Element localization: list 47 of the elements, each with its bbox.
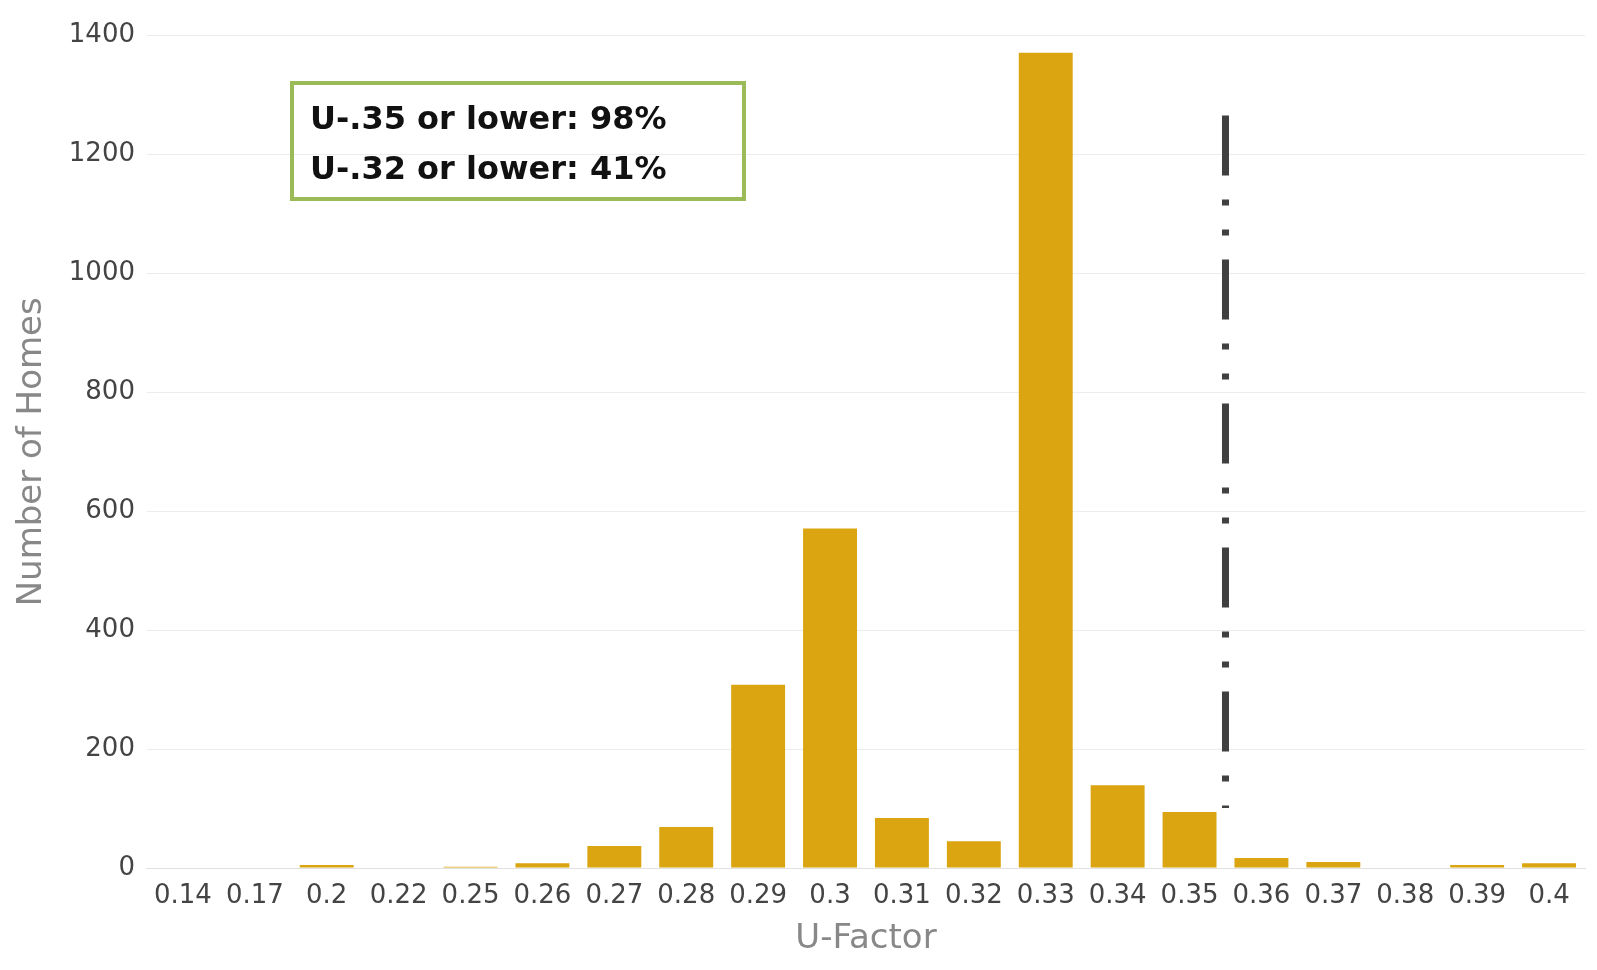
bar xyxy=(731,684,786,868)
x-tick-label: 0.3 xyxy=(809,879,851,910)
bar xyxy=(1234,857,1289,868)
x-tick-label: 0.32 xyxy=(944,879,1003,910)
y-tick-label: 600 xyxy=(85,494,135,525)
x-tick-label: 0.4 xyxy=(1528,879,1570,910)
bar xyxy=(874,818,929,868)
bar xyxy=(1162,812,1217,868)
annotation: U-.32 or lower: 41% xyxy=(310,148,667,189)
bar xyxy=(1450,865,1505,868)
x-tick-label: 0.37 xyxy=(1304,879,1363,910)
y-tick-label: 200 xyxy=(85,731,135,762)
bar xyxy=(1090,785,1145,868)
x-tick-label: 0.36 xyxy=(1232,879,1291,910)
bar xyxy=(946,841,1001,868)
y-tick-label: 800 xyxy=(85,375,135,406)
bar xyxy=(659,826,714,868)
x-tick-label: 0.28 xyxy=(657,879,716,910)
x-tick-label: 0.22 xyxy=(369,879,428,910)
x-tick-label: 0.31 xyxy=(872,879,931,910)
x-tick-label: 0.26 xyxy=(513,879,572,910)
annotation: U-.35 or lower: 98% xyxy=(310,98,667,139)
y-tick-label: 1200 xyxy=(68,137,135,168)
x-tick-label: 0.34 xyxy=(1088,879,1147,910)
x-tick-label: 0.17 xyxy=(225,879,284,910)
x-tick-label: 0.25 xyxy=(441,879,500,910)
bar xyxy=(515,863,570,868)
y-axis-title: Number of Homes xyxy=(9,297,50,607)
x-axis-title: U-Factor xyxy=(795,916,937,957)
bar xyxy=(1018,52,1073,868)
bar xyxy=(1306,862,1361,868)
y-tick-label: 400 xyxy=(85,612,135,643)
x-tick-label: 0.2 xyxy=(306,879,348,910)
x-tick-label: 0.29 xyxy=(729,879,788,910)
y-tick-label: 0 xyxy=(118,850,135,881)
y-tick-label: 1000 xyxy=(68,256,135,287)
x-tick-label: 0.38 xyxy=(1376,879,1435,910)
bar xyxy=(1522,863,1577,868)
bar xyxy=(587,846,642,868)
bar xyxy=(299,865,354,868)
x-tick-label: 0.27 xyxy=(585,879,644,910)
x-tick-label: 0.33 xyxy=(1016,879,1075,910)
x-tick-label: 0.39 xyxy=(1448,879,1507,910)
x-tick-label: 0.14 xyxy=(153,879,212,910)
y-tick-label: 1400 xyxy=(68,18,135,49)
x-tick-label: 0.35 xyxy=(1160,879,1219,910)
bar xyxy=(803,528,857,868)
